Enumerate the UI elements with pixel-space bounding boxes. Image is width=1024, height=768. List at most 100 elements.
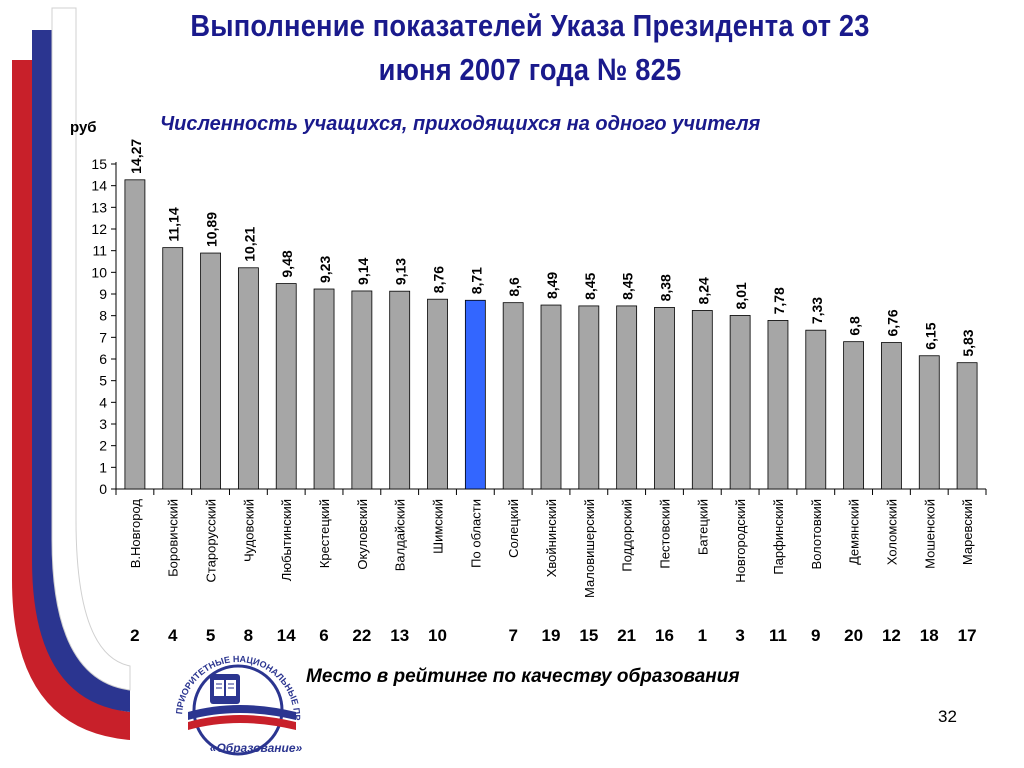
rank-label: 7 [508,626,517,645]
bar-value-label: 6,76 [884,309,900,336]
bar [124,179,146,490]
x-category-label: Батецкий [695,499,710,555]
x-category-label: Пестовский [657,499,672,569]
white-ribbon [51,7,131,691]
book-icon [210,674,240,704]
bar-value-label: 8,76 [431,266,447,293]
rank-label: 15 [579,626,598,645]
x-category-label: Боровичский [166,499,181,577]
y-tick-label: 2 [99,438,107,454]
x-category-label: Волотовкий [809,499,824,569]
bar [162,247,184,490]
y-tick-label: 9 [99,286,107,302]
bar [389,290,411,490]
bar [654,307,675,490]
y-tick-label: 5 [99,373,107,389]
x-category-label: Любытинский [279,499,294,581]
rank-label: 18 [920,626,939,645]
x-category-label: Маревский [960,499,975,565]
y-tick-label: 15 [91,156,107,172]
bar-value-label: 9,48 [279,250,295,277]
bar-highlight [464,299,486,490]
x-category-label: Демянский [847,499,862,565]
x-category-label: Окуловский [355,499,370,570]
x-category-label: Маловишерский [582,499,597,598]
bars [124,179,978,490]
rank-label: 16 [655,626,674,645]
y-tick-label: 7 [99,329,107,345]
x-category-label: В.Новгород [128,499,143,569]
bar [956,362,978,490]
x-category-label: Крестецкий [317,499,332,568]
rank-label: 20 [844,626,863,645]
rank-label: 11 [769,626,787,645]
page-title-line-1: Выполнение показателей Указа Президента … [190,8,870,43]
rank-label: 6 [319,626,328,645]
bar-value-label: 8,01 [733,282,749,309]
bar [691,310,713,490]
bar [578,305,600,490]
x-category-label: Шимский [431,499,446,554]
y-tick-label: 6 [99,351,107,367]
bar [427,298,448,490]
y-tick-label: 8 [99,308,107,324]
y-tick-label: 4 [99,394,107,410]
bar-value-label: 8,38 [657,274,673,301]
logo-flag-stripe-red [188,715,296,730]
y-tick-label: 1 [99,459,107,475]
bar [237,267,259,490]
rank-label: 9 [811,626,820,645]
bar-value-label: 9,23 [317,256,333,283]
rank-label: 1 [698,626,707,645]
bar-value-label: 8,24 [695,277,711,304]
ranking-caption: Место в рейтинге по качеству образования [306,666,740,687]
bar-value-label: 14,27 [128,139,144,174]
rank-label: 19 [542,626,561,645]
rank-label: 21 [617,626,636,645]
y-tick-label: 13 [91,199,107,215]
logo-flag-stripe-blue [188,705,296,720]
rank-label: 10 [428,626,447,645]
x-category-label: Чудовский [241,499,256,562]
rank-label: 12 [882,626,901,645]
bar [881,342,902,490]
x-category-label: Солецкий [506,499,521,558]
bar [843,341,865,490]
bar-value-label: 6,15 [922,322,938,349]
bar-value-label: 10,21 [241,227,257,262]
bar-value-label: 11,14 [166,207,182,241]
x-category-label: Валдайский [393,499,408,571]
x-category-label: Новгородский [733,499,748,583]
y-axis-unit-label: руб [70,119,97,136]
bar-value-label: 9,14 [355,258,371,285]
x-category-label: Старорусский [204,499,219,583]
bar [767,320,789,490]
page-title-line-2: июня 2007 года № 825 [378,52,682,87]
rank-label: 22 [352,626,371,645]
y-tick-label: 10 [91,264,107,280]
y-tick-label: 3 [99,416,107,432]
bar [918,355,940,490]
bar [616,305,638,490]
bar [805,329,827,490]
y-tick-label: 0 [99,481,107,497]
y-tick-label: 11 [92,243,107,259]
x-category-label: Мошенской [922,499,937,569]
x-category-label: По области [468,499,483,568]
national-project-education-logo: ПРИОРИТЕТНЫЕ НАЦИОНАЛЬНЫЕ ПРОЕКТЫ «Образ… [168,648,303,756]
rank-label: 2 [130,626,139,645]
bar [351,290,373,490]
page-title: Выполнение показателей Указа Президента … [160,4,899,92]
rank-label: 5 [206,626,215,645]
chart-title: Численность учащихся, приходящихся на од… [160,113,761,135]
x-category-label: Хвойнинский [544,499,559,577]
bar-value-label: 7,78 [771,287,787,314]
x-category-label: Холомский [884,499,899,565]
bar-value-label: 5,83 [960,329,976,356]
page-number: 32 [938,707,957,726]
y-tick-label: 14 [91,178,107,194]
rank-label: 4 [168,626,178,645]
bar-value-label: 6,8 [847,316,863,336]
